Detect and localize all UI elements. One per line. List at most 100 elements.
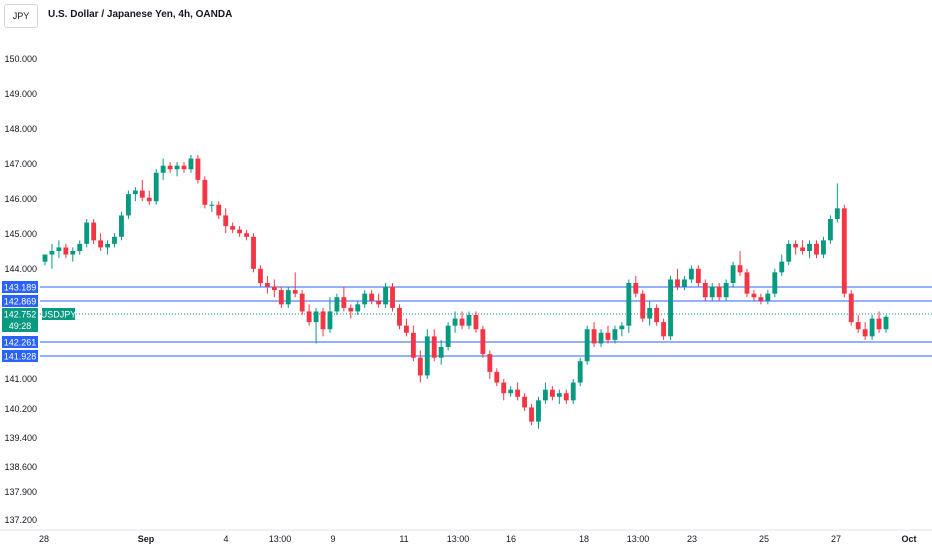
candle-body [63,247,69,255]
candle-body [355,304,361,312]
candle-body [112,236,117,244]
candle-body [167,165,173,170]
candle-body [695,268,701,283]
candle-body [417,357,423,376]
candle-body [209,204,215,206]
y-tick-label: 148.000 [4,124,37,134]
candle-body [244,233,249,237]
candle-body [383,286,389,305]
candle-body [619,325,625,330]
horizontal-levels [40,286,932,357]
candle-body [431,336,437,358]
candle-body [793,243,799,248]
current-price-value: 142.752 [4,310,37,320]
candle-body [271,286,277,291]
candle-body [605,332,611,340]
candle-body [556,393,562,397]
candle-body [501,382,507,394]
candle-body [119,215,124,237]
x-tick-label: 25 [759,534,769,544]
candle-body [827,219,833,241]
price-labels: 143.189 142.869 142.261 141.928 142.75249:28… [2,281,76,362]
candle-body [49,251,55,255]
candle-body [661,322,667,337]
y-tick-label: 141.000 [4,374,37,384]
candle-body [723,283,729,298]
level-price-tag [2,295,38,307]
x-tick-label: Sep [138,534,155,544]
candle-body [105,243,110,248]
candle-body [223,215,229,227]
candle-body [584,329,590,362]
candle-body [285,290,291,305]
candle-body [341,297,347,308]
y-tick-label: 139.400 [4,433,37,443]
candle-body [716,286,722,298]
candle-body [390,286,395,308]
candle-body [403,325,409,333]
x-tick-label: 13:00 [269,534,292,544]
x-tick-label: 13:00 [447,534,470,544]
symbol-search-box[interactable]: JPY [4,4,38,28]
candle-body [84,222,90,244]
candle-body [139,190,145,198]
candle-body [334,297,340,312]
candle-body [702,283,708,298]
candle-body [814,243,819,255]
y-tick-label: 149.000 [4,89,37,99]
x-tick-label: 28 [39,534,49,544]
x-axis: 28 Sep 4 13:00 9 11 13:00 16 18 13:00 23 25 27 Oct [0,529,932,544]
candle-body [821,240,826,255]
candle-body [230,226,236,230]
candle-body [42,254,48,262]
y-axis: 150.000 149.000 148.000 147.000 146.000 145.0… [4,54,37,525]
y-tick-label: 138.600 [4,462,37,472]
candle-body [758,297,764,301]
candle-body [563,393,569,401]
candle-body [633,283,639,294]
candle-body [264,283,270,287]
candle-body [765,293,771,301]
y-tick-label: 146.000 [4,194,37,204]
candle-body [188,158,194,170]
x-tick-label: 27 [831,534,841,544]
x-tick-label: 16 [506,534,516,544]
candle-body [438,347,444,358]
candle-body [536,400,541,422]
candle-body [772,272,778,294]
symbol-tag-label: USDJPY [41,310,77,320]
symbol-tag [42,308,75,320]
level-price-tag [2,281,38,293]
level-price-label: 142.261 [4,338,37,348]
candle-body [682,279,687,287]
candle-body [445,325,451,347]
candle-body [466,315,472,326]
candle-body [146,197,152,202]
y-tick-label: 144.000 [4,264,37,274]
candle-body [181,165,187,170]
y-tick-label: 145.000 [4,229,37,239]
candle-body [278,290,284,305]
candle-body [688,268,694,280]
candle-body [369,293,375,301]
chart-title: U.S. Dollar / Japanese Yen, 4h, OANDA [48,9,233,20]
x-tick-label: 4 [223,534,228,544]
candles [42,155,889,429]
candle-body [848,293,854,323]
candle-body [598,332,604,344]
candle-body [779,261,785,273]
candle-body [125,194,131,216]
y-tick-label: 150.000 [4,54,37,64]
candle-body [216,204,222,216]
candle-body [668,279,673,337]
candle-body [424,336,430,376]
candle-body [834,208,840,219]
x-tick-label: 23 [687,534,697,544]
candle-body [800,247,806,251]
candle-body [397,307,402,326]
candle-body [362,293,368,305]
candle-body [675,279,680,287]
x-tick-label: 18 [579,534,589,544]
level-price-label: 141.928 [4,352,37,362]
